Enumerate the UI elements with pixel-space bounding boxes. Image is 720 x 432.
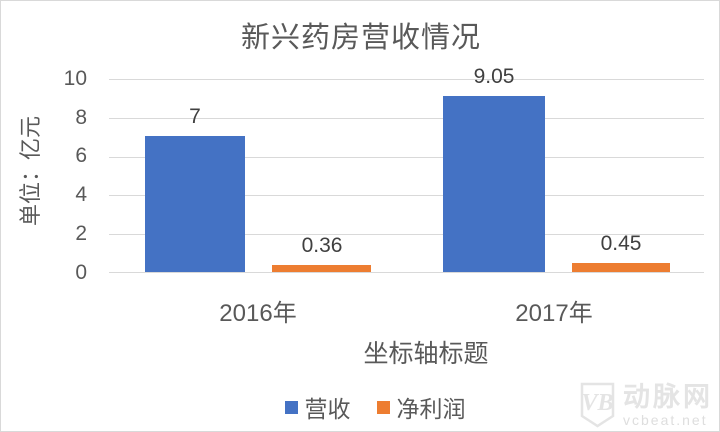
gridline <box>109 79 704 80</box>
gridline <box>109 118 704 119</box>
bar-net-profit-2017 <box>572 263 670 272</box>
legend-item-net-profit: 净利润 <box>376 390 466 424</box>
plot-area: 7 0.36 9.05 0.45 <box>109 65 704 273</box>
bar-revenue-2017 <box>443 96 545 272</box>
x-tick-label-2016: 2016年 <box>219 300 297 327</box>
legend: 营收 净利润 <box>15 390 719 424</box>
chart-title: 新兴药房营收情况 <box>240 22 481 54</box>
legend-label-net-profit: 净利润 <box>396 396 466 422</box>
y-tick-label: 6 <box>75 144 87 167</box>
gridline <box>109 234 704 235</box>
data-label-net-profit-2016: 0.36 <box>301 234 343 257</box>
legend-label-revenue: 营收 <box>304 396 351 422</box>
y-tick-label: 4 <box>75 183 87 206</box>
y-tick-label: 0 <box>75 261 87 284</box>
data-label-revenue-2016: 7 <box>189 105 201 128</box>
legend-swatch-net-profit-icon <box>376 400 390 414</box>
y-axis-title: 单位：亿元 <box>18 115 43 227</box>
y-tick-label: 10 <box>63 67 87 90</box>
legend-swatch-revenue-icon <box>284 400 298 414</box>
legend-item-revenue: 营收 <box>284 390 351 424</box>
x-axis-title: 坐标轴标题 <box>363 340 489 368</box>
gridline <box>109 157 704 158</box>
y-tick-label: 2 <box>75 222 87 245</box>
gridline <box>109 195 704 196</box>
y-tick-label: 8 <box>75 106 87 129</box>
data-label-net-profit-2017: 0.45 <box>600 232 642 255</box>
data-label-revenue-2017: 9.05 <box>473 65 515 88</box>
x-tick-label-2017: 2017年 <box>515 300 593 327</box>
bar-net-profit-2016 <box>272 265 371 272</box>
bar-revenue-2016 <box>145 136 245 272</box>
